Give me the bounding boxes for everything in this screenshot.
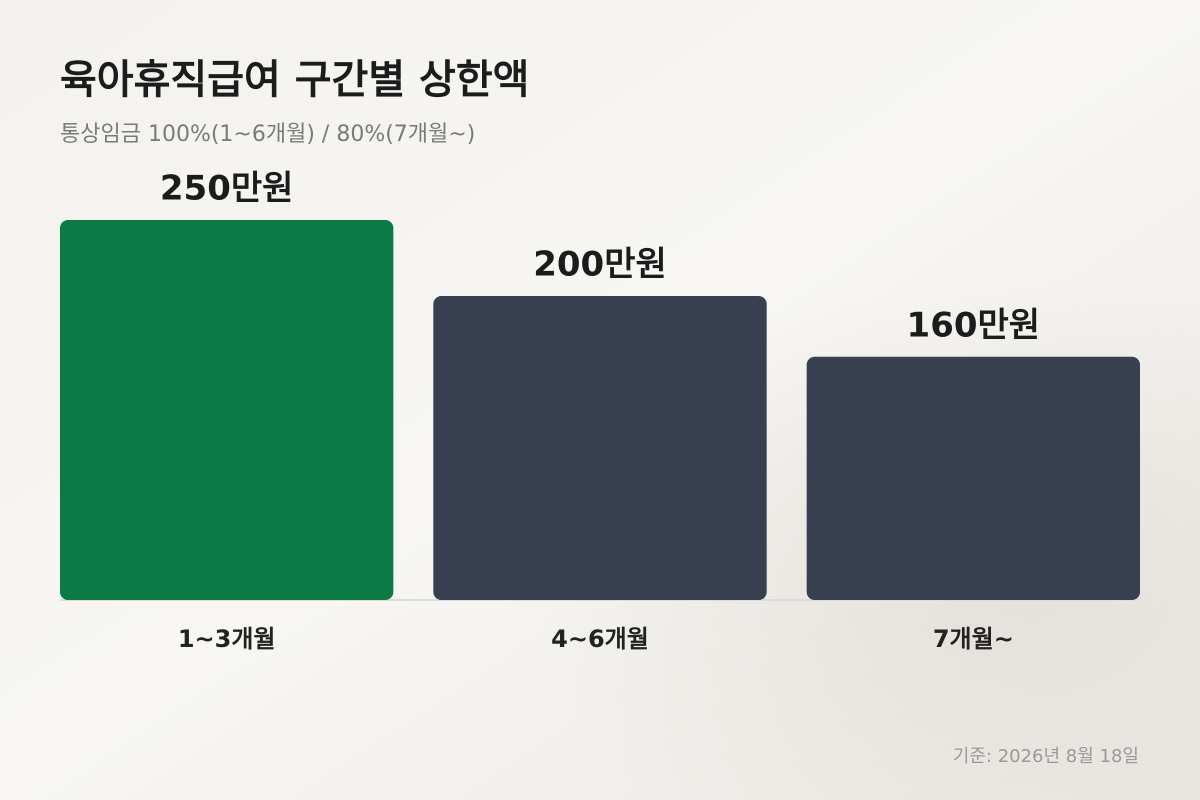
footnote: 기준: 2026년 8월 18일 [953,746,1139,767]
bar [60,220,394,600]
chart-subtitle: 통상임금 100%(1~6개월) / 80%(7개월~) [60,122,475,147]
value-label: 200만원 [533,245,667,285]
bar [433,296,767,600]
x-tick-label: 7개월~ [933,625,1014,653]
bar [806,356,1140,600]
value-label: 250만원 [160,169,294,209]
chart-title: 육아휴직급여 구간별 상한액 [60,57,529,103]
value-label: 160만원 [907,305,1041,345]
x-tick-label: 1~3개월 [178,625,276,653]
x-tick-label: 4~6개월 [551,625,649,653]
